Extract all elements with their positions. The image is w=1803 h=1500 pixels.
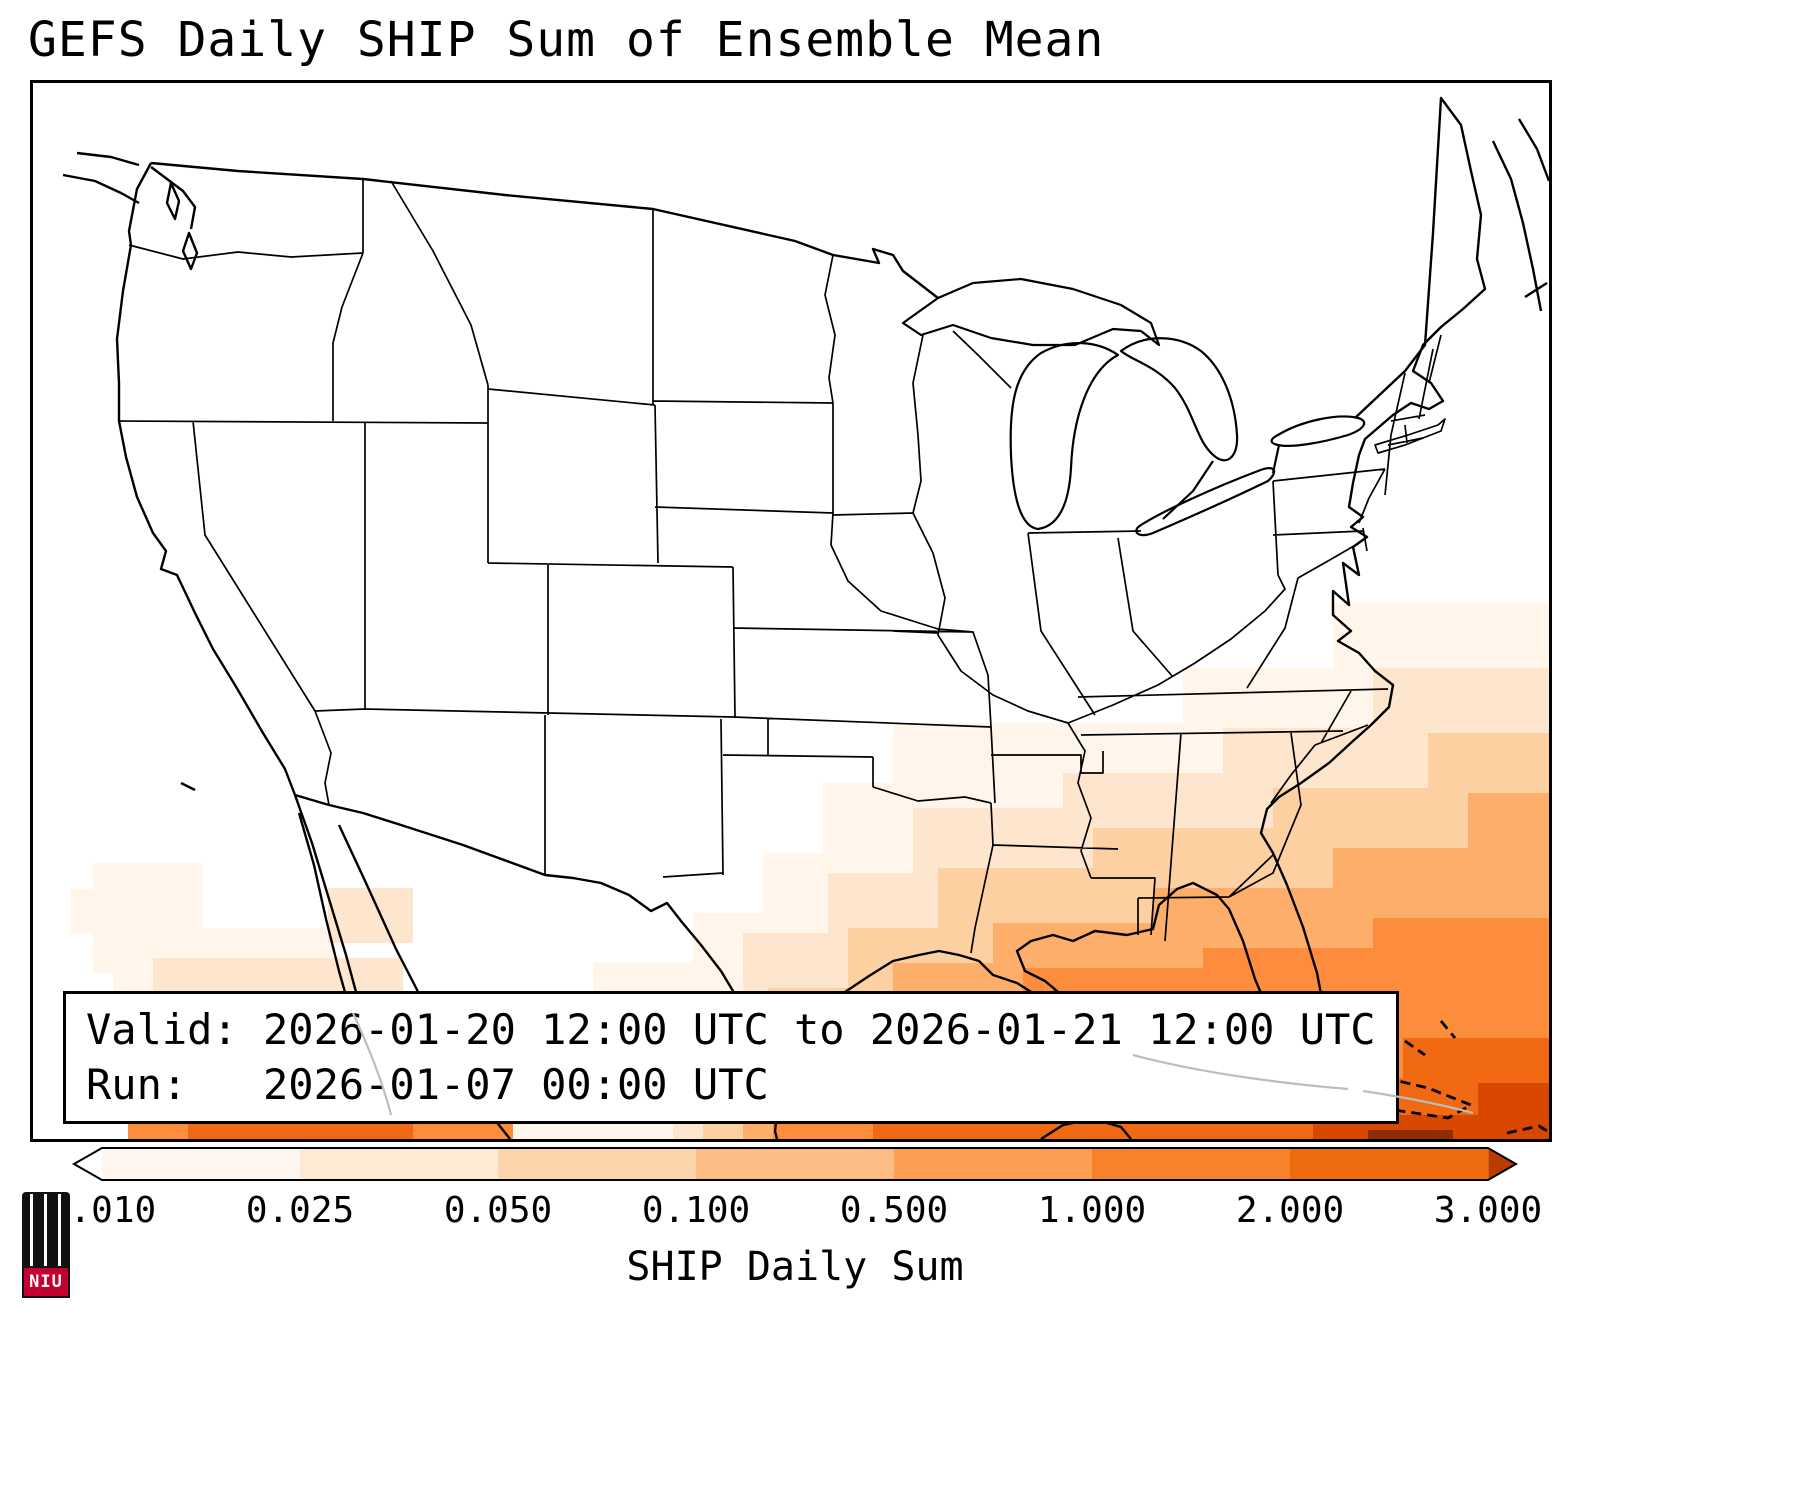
lake-michigan xyxy=(1009,342,1120,531)
us-map-svg xyxy=(62,96,1549,1139)
niu-castle-icon xyxy=(22,1192,70,1268)
lake-erie xyxy=(1135,467,1276,537)
colorbar-segment xyxy=(1092,1148,1291,1180)
map-frame: Valid: 2026-01-20 12:00 UTC to 2026-01-2… xyxy=(30,80,1552,1142)
colorbar-segments xyxy=(74,1148,1516,1180)
colorbar-tick-label: 0.100 xyxy=(641,1190,751,1231)
niu-logo: NIU xyxy=(22,1192,70,1306)
shading-block xyxy=(1478,1083,1549,1139)
st-clair-river xyxy=(1162,460,1214,520)
niu-wordmark: NIU xyxy=(22,1268,70,1298)
colorbar-tick-label: 0.500 xyxy=(839,1190,949,1231)
canada-maritime-coast xyxy=(1491,118,1549,312)
info-valid-line: Valid: 2026-01-20 12:00 UTC to 2026-01-2… xyxy=(86,1005,1376,1054)
colorbar-label: SHIP Daily Sum xyxy=(626,1244,964,1290)
niu-logo-text: NIU xyxy=(29,1272,63,1292)
shading-block xyxy=(873,1123,1243,1139)
state-borders-path xyxy=(118,179,1442,954)
colorbar-border xyxy=(71,1147,1519,1181)
hispaniola-outline xyxy=(1506,1124,1549,1135)
state-borders xyxy=(118,179,1446,954)
north-border xyxy=(150,161,939,299)
mexico-border xyxy=(294,793,787,1078)
colorbar-tick-label: 3.000 xyxy=(1433,1190,1543,1231)
colorbar-segment xyxy=(102,1148,301,1180)
east-coast-and-maine xyxy=(783,96,1487,1078)
long-island xyxy=(1374,418,1446,454)
info-run-line: Run: 2026-01-07 00:00 UTC xyxy=(86,1060,769,1110)
colorbar-segment xyxy=(498,1148,697,1180)
colorbar-tick-label: 0.050 xyxy=(443,1190,553,1231)
great-lakes-group xyxy=(901,277,1366,537)
colorbar-tick-row: 0.010 0.025 0.050 0.100 0.500 1.000 2.000 3.000 xyxy=(0,1190,1803,1234)
colorbar-segment xyxy=(300,1148,499,1180)
shading-block xyxy=(328,888,413,943)
page-title: GEFS Daily SHIP Sum of Ensemble Mean xyxy=(28,12,1105,68)
lake-huron xyxy=(1119,337,1239,462)
colorbar-segment xyxy=(894,1148,1093,1180)
colorbar-tick-label: 0.025 xyxy=(245,1190,355,1231)
colorbar-tick-label: 2.000 xyxy=(1235,1190,1345,1231)
colorbar-arrow xyxy=(74,1148,102,1180)
colorbar-segment xyxy=(1290,1148,1489,1180)
colorbar-tick-label: 1.000 xyxy=(1037,1190,1147,1231)
lake-superior xyxy=(901,277,1161,347)
shading-block xyxy=(188,1121,413,1139)
colorbar xyxy=(71,1147,1519,1181)
colorbar-segment xyxy=(696,1148,895,1180)
lake-ontario xyxy=(1270,415,1366,447)
info-box: Valid: 2026-01-20 12:00 UTC to 2026-01-2… xyxy=(63,991,1399,1124)
shading-block xyxy=(71,889,123,933)
puget-sound xyxy=(150,166,199,271)
shading-block xyxy=(1368,1130,1453,1139)
colorbar-arrow xyxy=(1488,1148,1516,1180)
channel-islands xyxy=(180,781,196,792)
niagara-river xyxy=(1271,444,1281,474)
vancouver-island-coast xyxy=(62,151,140,205)
west-coast xyxy=(115,162,297,796)
